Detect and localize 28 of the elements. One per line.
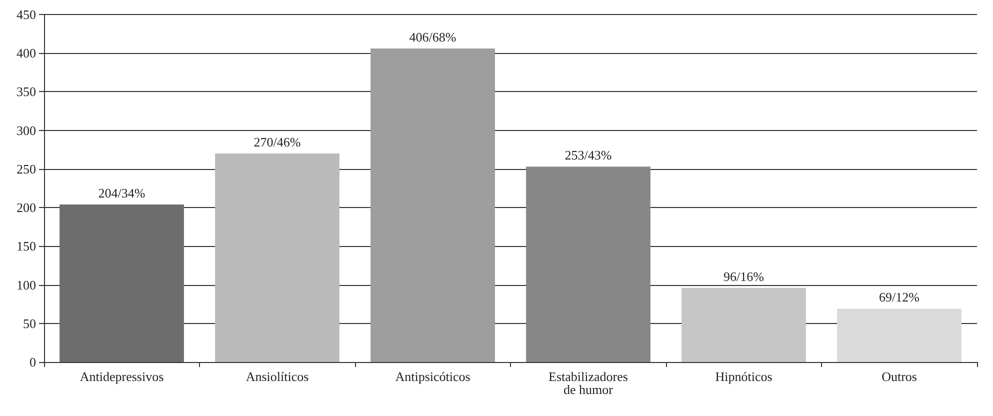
x-tick-label: Estabilizadores de humor: [548, 369, 628, 397]
bar: [60, 204, 184, 362]
x-tick-label: Antidepressivos: [80, 369, 164, 384]
x-tick-label: Antipsicóticos: [395, 369, 470, 384]
x-tick-label: Hipnóticos: [715, 369, 772, 384]
y-tick-label: 50: [23, 316, 36, 331]
y-tick-label: 300: [16, 122, 36, 138]
bar: [682, 288, 806, 362]
data-label: 270/46%: [254, 134, 301, 150]
y-tick-label: 0: [30, 354, 36, 370]
x-tick-label: Outros: [882, 369, 917, 384]
data-label: 204/34%: [98, 185, 146, 200]
data-label: 253/43%: [564, 148, 612, 163]
data-label: 69/12%: [879, 290, 920, 305]
y-tick-label: 200: [16, 200, 36, 216]
y-tick-label: 250: [16, 161, 36, 176]
data-label: 406/68%: [409, 29, 456, 44]
bar: [215, 154, 340, 362]
bar: [526, 166, 650, 362]
data-label: 96/16%: [724, 268, 764, 284]
y-tick-label: 450: [16, 7, 36, 22]
x-tick-label: Ansiolíticos: [246, 369, 309, 384]
y-tick-label: 350: [16, 84, 36, 100]
y-tick-label: 400: [16, 46, 36, 61]
bar: [837, 308, 962, 362]
y-tick-label: 150: [16, 238, 36, 254]
y-tick-label: 100: [16, 277, 36, 292]
bar: [370, 48, 495, 362]
